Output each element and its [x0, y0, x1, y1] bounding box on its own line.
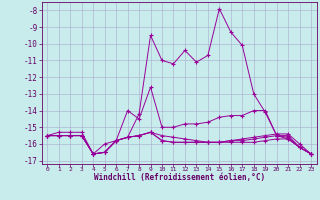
X-axis label: Windchill (Refroidissement éolien,°C): Windchill (Refroidissement éolien,°C) [94, 173, 265, 182]
